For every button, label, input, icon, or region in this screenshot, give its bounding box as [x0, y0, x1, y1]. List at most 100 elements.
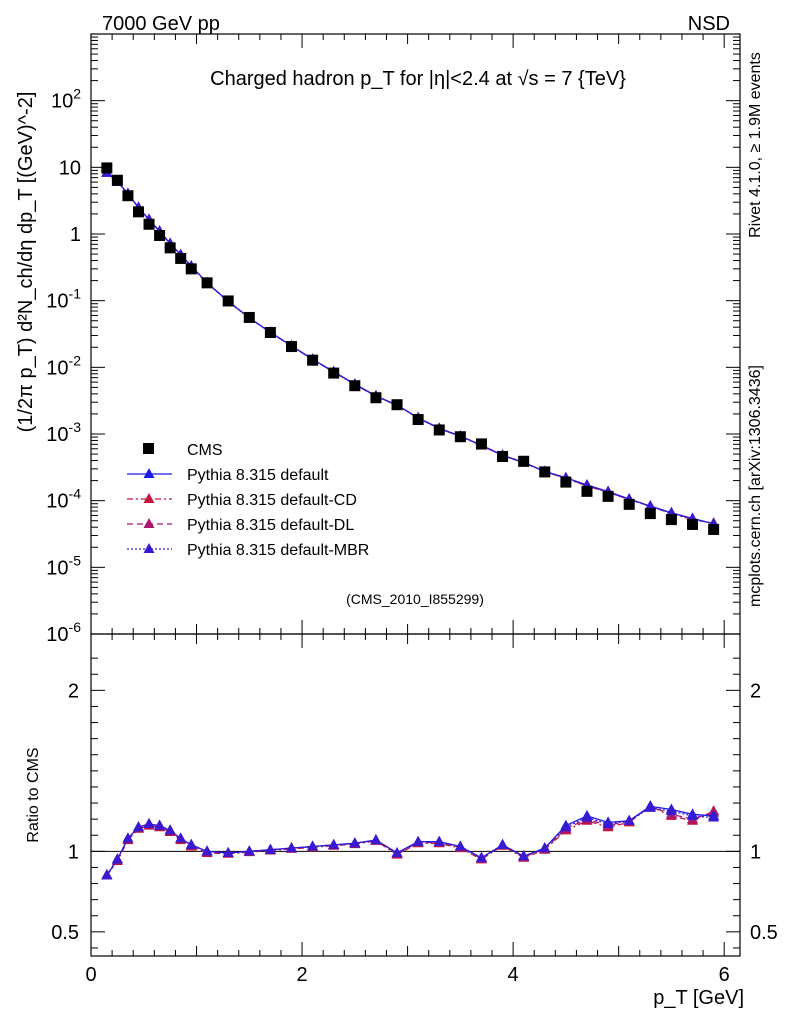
series-marker-pythia-8-315-default-mbr: [518, 850, 530, 861]
x-tick-labels: 0 2 4 6: [85, 964, 729, 986]
main-y-tick-labels: 10-6 10-5 10-4 10-3 10-2 10-1 1 10 102: [46, 86, 81, 646]
series-marker-pythia-8-315-default-mbr: [665, 805, 677, 816]
ratio-series-group: [101, 800, 720, 880]
main-y-axis-title: (1/2π p_T) d²N_ch/dη dp_T [(GeV)^-2]: [15, 92, 37, 433]
series-marker-pythia-8-315-default-mbr: [581, 811, 593, 822]
series-marker-pythia-8-315-default-mbr: [111, 853, 123, 864]
series-marker-pythia-8-315-default-mbr: [454, 840, 466, 851]
cms-data-point: [111, 174, 123, 186]
cms-data-point: [243, 311, 255, 323]
cms-data-point: [560, 476, 572, 488]
series-line-pythia-8-315-default-dl: [106, 805, 714, 876]
x-tick-label: 4: [508, 964, 519, 986]
series-marker-pythia-8-315-default-mbr: [687, 809, 699, 820]
series-marker-pythia-8-315-default-mbr: [370, 834, 382, 845]
cms-data-point: [143, 218, 155, 230]
ratio-y-tick-label: 0.5: [51, 922, 79, 944]
series-marker-pythia-8-315-default-mbr: [201, 845, 213, 856]
cms-data-point: [349, 380, 361, 392]
cms-data-point: [518, 455, 530, 467]
series-line-pythia-8-315-default-mbr: [106, 807, 714, 876]
series-marker-pythia-8-315-default-mbr: [175, 832, 187, 843]
cms-data-point: [623, 498, 635, 510]
series-marker-pythia-8-315-default-mbr: [143, 817, 155, 828]
cms-data-point: [164, 242, 176, 254]
cms-data-point: [122, 190, 134, 202]
main-series-group: [101, 162, 720, 535]
cms-data-point: [475, 438, 487, 450]
y-tick-label: 1: [70, 224, 81, 246]
y-tick-label: 102: [51, 86, 81, 113]
y-tick-label: 10-5: [46, 552, 81, 579]
cms-data-point: [307, 354, 319, 366]
x-axis-title: p_T [GeV]: [653, 987, 744, 1009]
y-tick-label: 10-2: [46, 352, 81, 379]
series-marker-pythia-8-315-default-mbr: [132, 821, 144, 832]
series-marker-pythia-8-315-default-mbr: [328, 838, 340, 849]
cms-data-point: [602, 490, 614, 502]
cms-data-point: [454, 431, 466, 443]
legend-label-pythia-8-315-default-dl: Pythia 8.315 default-DL: [187, 517, 354, 534]
cms-data-point: [101, 162, 113, 174]
cms-data-point: [644, 508, 656, 520]
y-tick-label: 10-1: [46, 286, 81, 313]
cms-data-point: [264, 327, 276, 339]
series-marker-pythia-8-315-default-mbr: [101, 869, 113, 880]
legend-marker-cms: [143, 443, 154, 454]
series-line-pythia-8-315-default-mbr: [106, 172, 714, 525]
legend-marker-pythia-8-315-default: [143, 468, 155, 478]
cms-data-point: [286, 341, 298, 353]
series-marker-pythia-8-315-default-mbr: [475, 851, 487, 862]
series-marker-pythia-8-315-default-mbr: [391, 846, 403, 857]
legend-marker-pythia-8-315-default-mbr: [143, 543, 155, 553]
analysis-tag: (CMS_2010_I855299): [346, 591, 484, 607]
x-tick-label: 6: [719, 964, 730, 986]
cms-data-point: [201, 277, 213, 289]
series-marker-pythia-8-315-default-mbr: [539, 842, 551, 853]
ratio-y-tick-label-right: 2: [750, 680, 761, 702]
header-left-label: 7000 GeV pp: [102, 13, 220, 35]
series-marker-pythia-8-315-default-mbr: [623, 814, 635, 825]
series-marker-pythia-8-315-default-mbr: [286, 842, 298, 853]
cms-data-point: [132, 206, 144, 218]
cms-data-point: [391, 399, 403, 411]
cms-data-point: [154, 229, 166, 241]
series-marker-pythia-8-315-default-mbr: [412, 835, 424, 846]
side-label-mcplots: mcplots.cern.ch [arXiv:1306.3436]: [747, 365, 764, 607]
series-marker-pythia-8-315-default-mbr: [185, 838, 197, 849]
cms-data-point: [185, 263, 197, 275]
legend-label-pythia-8-315-default-mbr: Pythia 8.315 default-MBR: [187, 542, 369, 559]
legend-label-pythia-8-315-default-cd: Pythia 8.315 default-CD: [187, 492, 357, 509]
series-line-pythia-8-315-default: [106, 805, 714, 876]
legend-label-cms: CMS: [187, 442, 223, 459]
series-marker-pythia-8-315-default-mbr: [154, 819, 166, 830]
series-marker-pythia-8-315-default-mbr: [122, 832, 134, 843]
series-marker-pythia-8-315-default-mbr: [708, 811, 720, 822]
legend-marker-pythia-8-315-default-cd: [143, 493, 155, 503]
ratio-y-tick-labels: 0.5 0.5 1 1 2 2: [51, 680, 778, 944]
cms-data-point: [708, 523, 720, 535]
main-axis-ticks: [90, 34, 740, 635]
series-marker-pythia-8-315-default-mbr: [243, 845, 255, 856]
cms-data-point: [175, 252, 187, 264]
ratio-y-tick-label-right: 0.5: [750, 922, 778, 944]
cms-data-point: [687, 518, 699, 530]
cms-data-point: [665, 514, 677, 526]
cms-data-point: [497, 450, 509, 462]
ratio-y-tick-label: 1: [68, 841, 79, 863]
series-marker-pythia-8-315-default-mbr: [164, 824, 176, 835]
series-marker-pythia-8-315-default-mbr: [644, 801, 656, 812]
y-tick-label: 10-6: [46, 619, 81, 646]
series-line-pythia-8-315-default-cd: [106, 805, 714, 876]
cms-data-point: [412, 414, 424, 426]
series-marker-pythia-8-315-default-mbr: [349, 837, 361, 848]
ratio-y-tick-label-right: 1: [750, 841, 761, 863]
series-marker-pythia-8-315-default-mbr: [644, 500, 656, 511]
cms-data-point: [328, 367, 340, 379]
x-tick-label: 2: [296, 964, 307, 986]
ratio-y-tick-label: 2: [68, 680, 79, 702]
legend-marker-pythia-8-315-default-dl: [143, 518, 155, 528]
cms-data-point: [433, 424, 445, 436]
ratio-y-axis-title: Ratio to CMS: [25, 747, 42, 842]
